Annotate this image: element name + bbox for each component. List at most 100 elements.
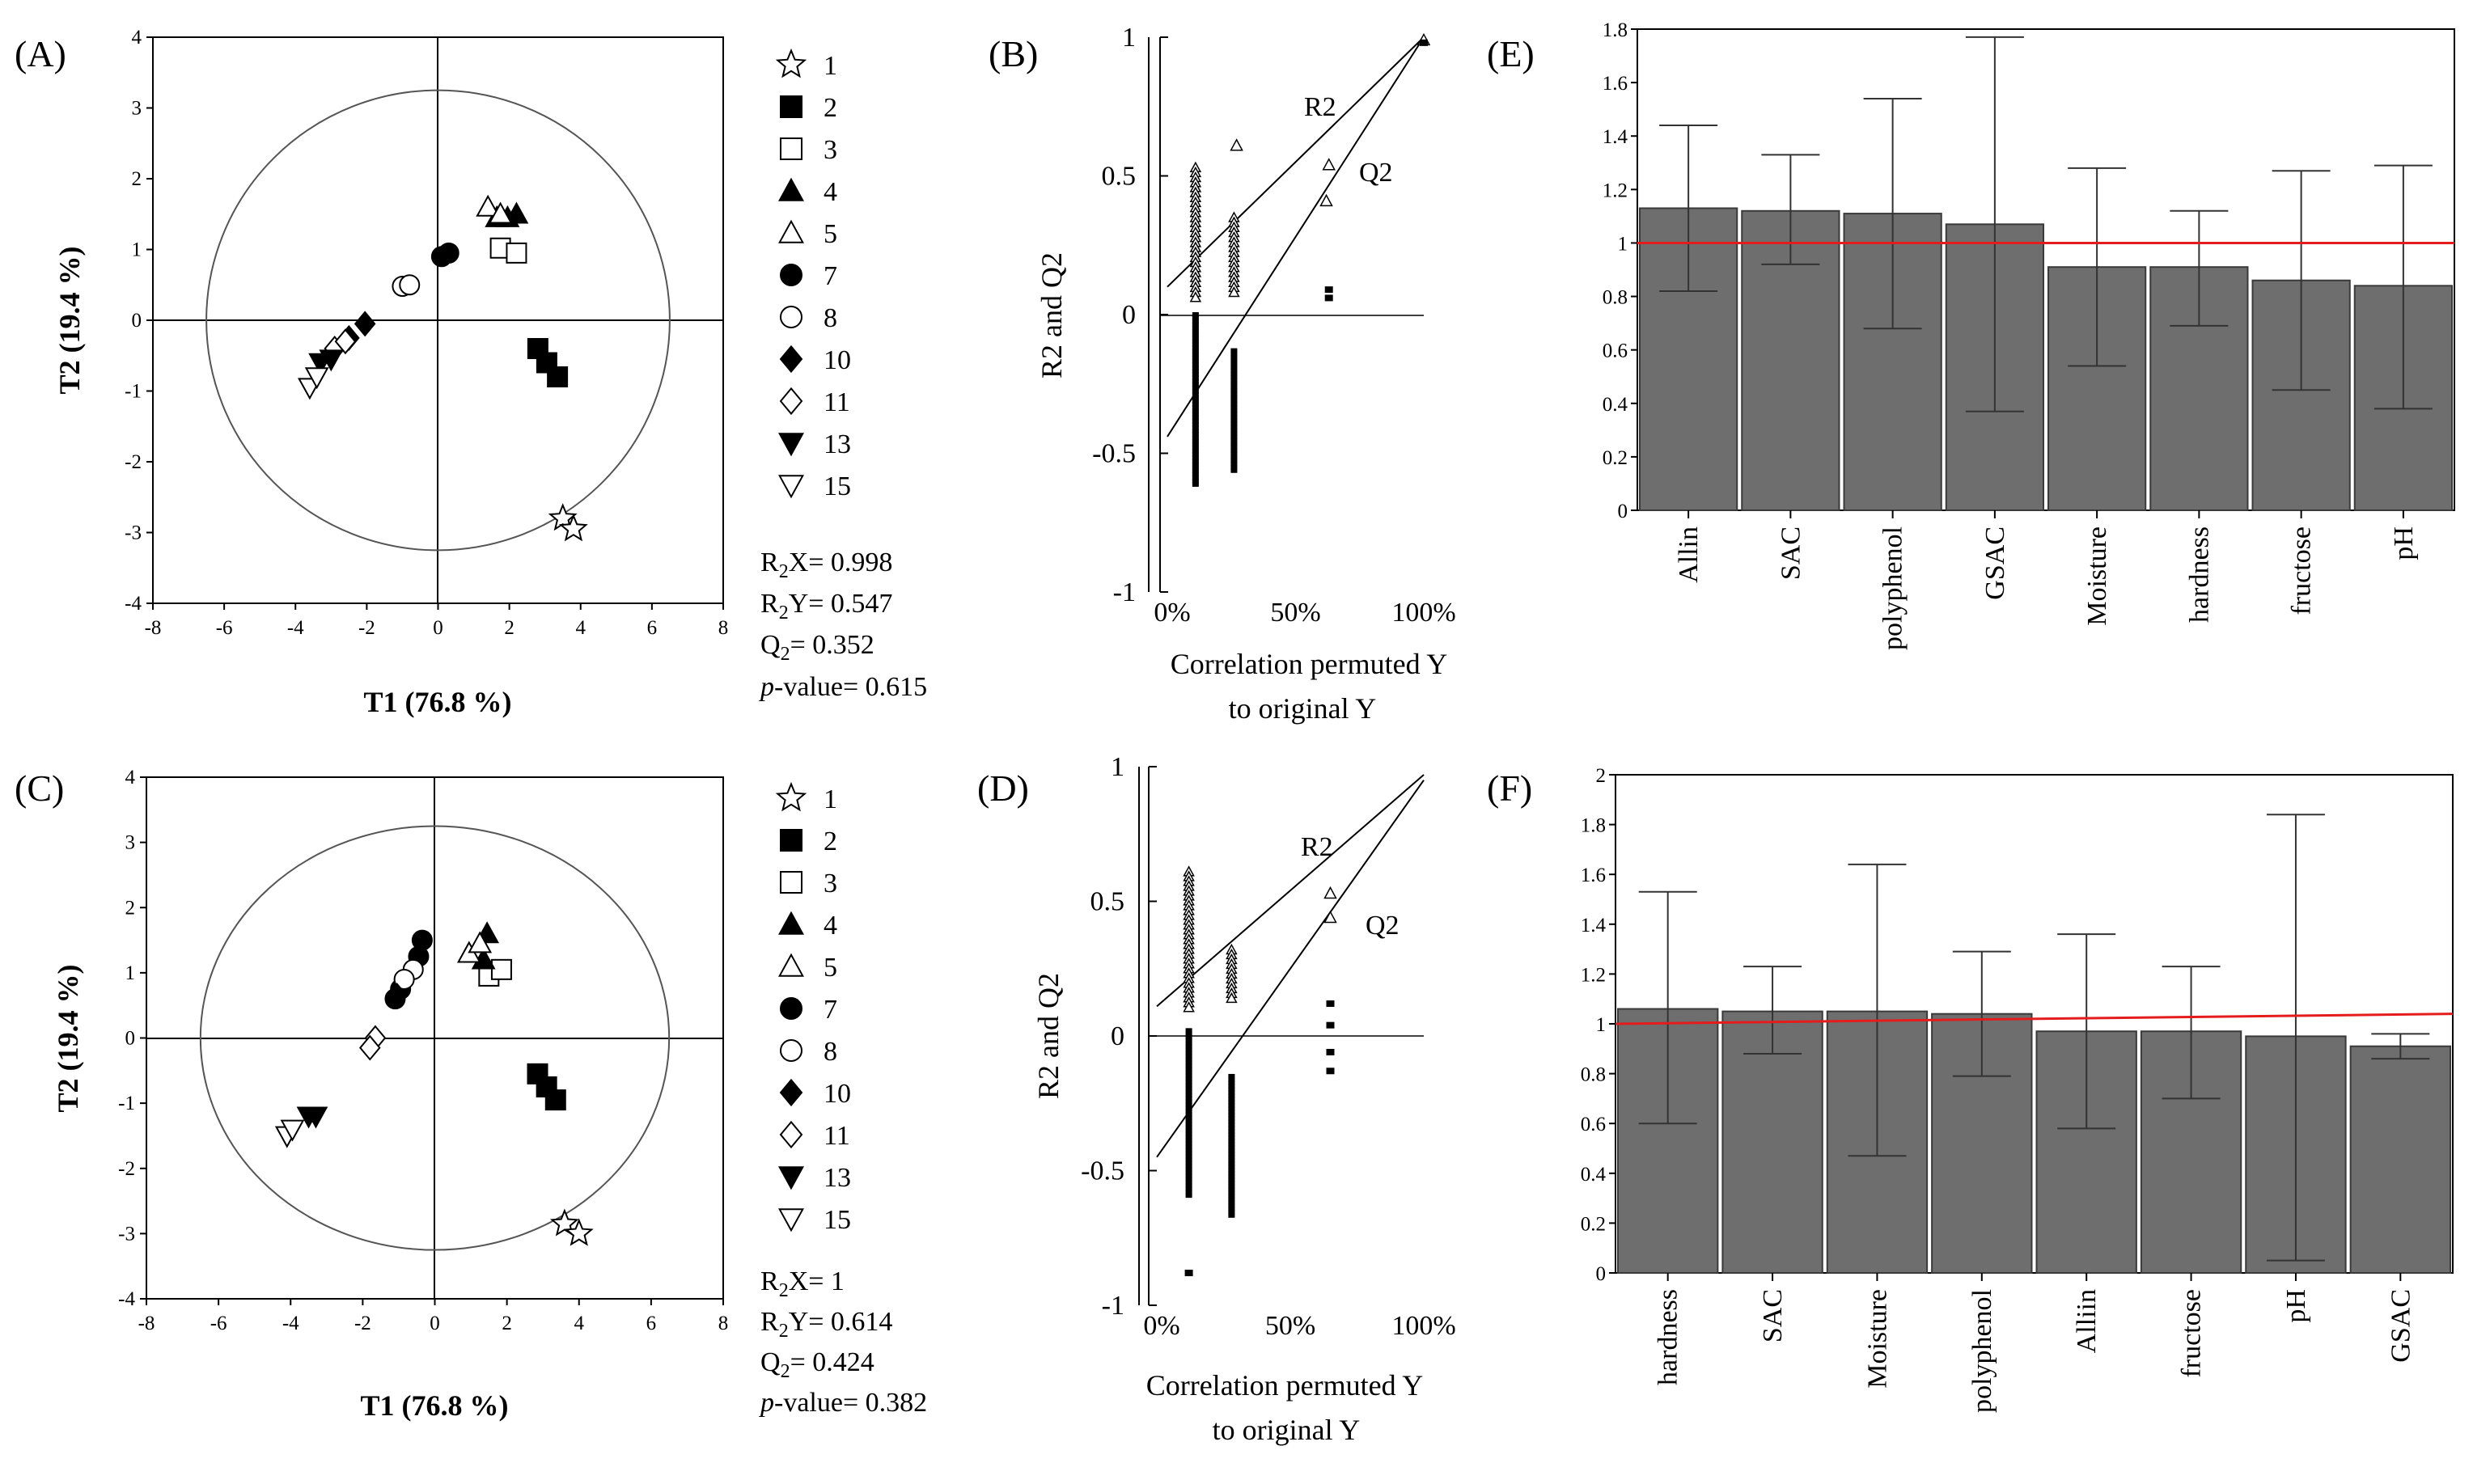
y-tick-label: 4 [132, 27, 142, 49]
q2-permutation-point [1185, 1138, 1192, 1144]
q2-permutation-point [1324, 286, 1333, 294]
q2-permutation-point [1230, 428, 1238, 433]
panel-label-b: (B) [989, 33, 1038, 74]
point-group-11 [334, 328, 357, 355]
point-group-15 [304, 367, 329, 390]
legend-label-4: 4 [824, 911, 837, 941]
q2-permutation-point [1228, 1173, 1235, 1179]
q2-permutation-point [1192, 368, 1199, 374]
q2-permutation-point [1185, 1054, 1192, 1059]
stat-c-r2x: R2X= 1 [760, 1266, 845, 1301]
q2-permutation-point [1185, 1089, 1192, 1095]
y-tick-label: 0 [1618, 501, 1628, 522]
panel-label-f: (F) [1487, 767, 1532, 809]
y-tick-label: 1.8 [1581, 815, 1606, 837]
y-tick-label: -0.5 [1081, 1156, 1124, 1186]
q2-permutation-point [1185, 1135, 1192, 1140]
x-tick-label: -6 [210, 1313, 227, 1334]
bar-e-y-ticks: 0 0.2 0.4 0.6 0.8 1 1.2 1.4 1.6 1.8 [1603, 19, 1637, 522]
q2-permutation-point [1228, 1209, 1235, 1215]
q2-permutation-point [1185, 1118, 1192, 1124]
bar-f-bars [1617, 1008, 2451, 1275]
q2-permutation-point [1192, 328, 1199, 334]
r2-permutation-point [1189, 291, 1202, 302]
q2-permutation-point [1230, 411, 1238, 416]
r2-permutation-point [1323, 910, 1337, 924]
y-tick-label: 0.5 [1090, 887, 1125, 917]
y-tick-label: 0.2 [1581, 1213, 1606, 1235]
perm-b-x-label-line1: Correlation permuted Y [1171, 648, 1448, 680]
q2-permutation-point [1230, 381, 1238, 387]
q2-permutation-point [1192, 445, 1199, 450]
q2-permutation-point [1185, 1112, 1192, 1118]
legend-marker-13 [778, 1166, 804, 1190]
q2-permutation-point [1192, 399, 1199, 404]
stat-a-r2x: R2X= 0.998 [760, 548, 892, 582]
q2-permutation-point [1185, 1122, 1192, 1127]
perm-b-r2-regression-line [1167, 36, 1425, 288]
q2-permutation-point [1228, 1083, 1235, 1089]
q2-permutation-point [1230, 408, 1238, 413]
q2-permutation-point [1192, 438, 1199, 444]
y-tick-label: 1.6 [1581, 865, 1606, 886]
category-label-ph: pH [2281, 1289, 2311, 1323]
q2-permutation-point [1192, 361, 1199, 367]
x-tick-label: 0% [1154, 598, 1190, 628]
panel-label-a: (A) [15, 33, 66, 74]
q2-permutation-point [1192, 429, 1199, 434]
bar-f-error-bars [1638, 814, 2430, 1262]
q2-permutation-point [1185, 1167, 1192, 1173]
y-tick-label: 0.5 [1102, 162, 1137, 192]
q2-permutation-point [1185, 1086, 1192, 1092]
q2-permutation-point [1185, 1151, 1192, 1156]
y-tick-label: -1 [1113, 577, 1136, 607]
legend-label-3: 3 [824, 135, 837, 165]
point-group-13 [303, 1106, 328, 1129]
q2-permutation-point [1192, 358, 1199, 364]
pca-c-x-ticks: -8 -6 -4 -2 0 2 4 6 8 [138, 1299, 728, 1334]
q2-permutation-point [1228, 1180, 1235, 1186]
q2-permutation-point [1185, 1096, 1192, 1101]
perm-b-q2-label: Q2 [1359, 158, 1393, 188]
y-tick-label: 1 [1122, 23, 1136, 53]
q2-permutation-point [1185, 1044, 1192, 1050]
y-tick-label: -3 [125, 522, 142, 544]
bar-e-bars [1639, 207, 2453, 511]
q2-permutation-point [1228, 1183, 1235, 1189]
category-label-sac: SAC [1758, 1289, 1788, 1342]
q2-permutation-point [1184, 1270, 1193, 1277]
q2-permutation-point [1228, 1161, 1235, 1166]
stat-c-q2: Q2= 0.424 [760, 1347, 874, 1382]
y-tick-label: -4 [118, 1288, 135, 1310]
q2-permutation-point [1192, 402, 1199, 408]
legend-label-8: 8 [824, 303, 837, 333]
y-tick-label: 1 [1111, 752, 1124, 782]
stat-a-r2y: R2Y= 0.547 [760, 589, 892, 624]
panel-label-e: (E) [1487, 33, 1535, 74]
x-tick-label: -6 [216, 617, 233, 639]
q2-permutation-point [1192, 465, 1199, 471]
bar-f-y-ticks: 0 0.2 0.4 0.6 0.8 1 1.2 1.4 1.6 1.8 2 [1581, 765, 1615, 1285]
q2-permutation-point [1230, 391, 1238, 397]
y-tick-label: -2 [118, 1158, 135, 1180]
q2-permutation-point [1185, 1041, 1192, 1046]
category-label-polyphenol: polyphenol [1967, 1289, 1997, 1413]
q2-permutation-point [1185, 1047, 1192, 1053]
legend-label-10: 10 [824, 345, 851, 375]
q2-permutation-point [1230, 351, 1238, 357]
y-tick-label: 0.4 [1603, 394, 1628, 416]
legend-marker-4 [778, 911, 804, 935]
q2-permutation-point [1185, 1144, 1192, 1150]
y-tick-label: 0.6 [1603, 340, 1628, 362]
q2-permutation-point [1185, 1070, 1192, 1076]
point-group-3 [490, 958, 512, 980]
x-tick-label: -4 [282, 1313, 299, 1334]
y-tick-label: 0 [1111, 1021, 1124, 1051]
x-tick-label: 0% [1143, 1311, 1179, 1341]
q2-permutation-point [1185, 1141, 1192, 1147]
q2-permutation-point [1230, 418, 1238, 424]
y-tick-label: 1.8 [1603, 19, 1628, 41]
stat-a-q2: Q2= 0.352 [760, 630, 874, 665]
q2-permutation-point [1230, 368, 1238, 374]
